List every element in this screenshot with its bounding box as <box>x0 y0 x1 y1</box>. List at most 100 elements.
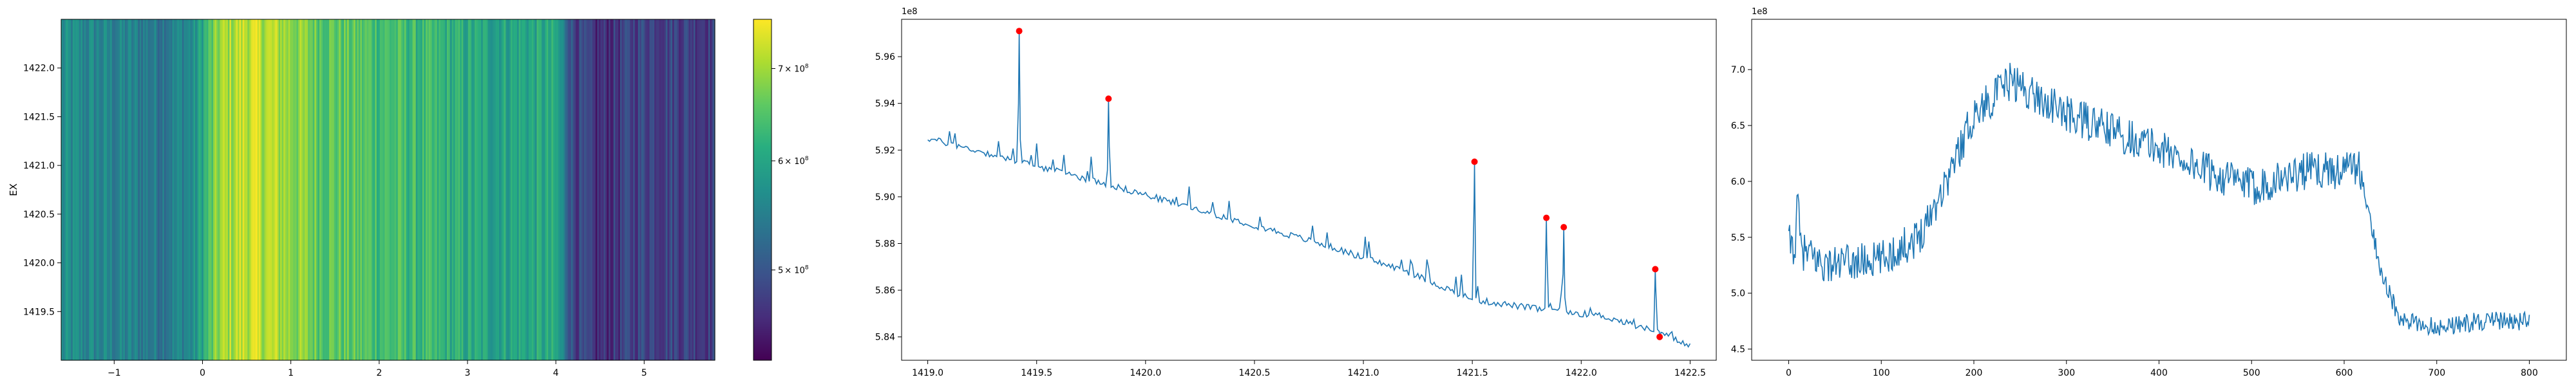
heatmap-column <box>615 19 618 360</box>
heatmap-column <box>404 19 407 360</box>
heatmap-column <box>553 19 555 360</box>
heatmap-column <box>713 19 715 360</box>
heatmap-column <box>652 19 655 360</box>
heatmap-column <box>509 19 511 360</box>
heatmap-column <box>90 19 93 360</box>
series-x-tick-label: 200 <box>1965 368 1983 378</box>
heatmap-column <box>216 19 219 360</box>
heatmap-column <box>499 19 502 360</box>
heatmap-column <box>327 19 330 360</box>
series-x-tick-label: 0 <box>1786 368 1792 378</box>
heatmap-column <box>520 19 523 360</box>
heatmap-column <box>270 19 272 360</box>
heatmap-column <box>238 19 240 360</box>
heatmap-column <box>337 19 339 360</box>
heatmap-column <box>536 19 539 360</box>
heatmap-column <box>182 19 184 360</box>
peaks-x-tick-label: 1419.0 <box>912 368 943 378</box>
peaks-x-tick-label: 1420.5 <box>1238 368 1270 378</box>
colorbar-tick-mantissa: 7 <box>778 65 783 75</box>
heatmap-column <box>668 19 672 360</box>
heatmap-column <box>626 19 629 360</box>
heatmap-column <box>515 19 518 360</box>
heatmap-column <box>72 19 75 360</box>
colorbar-tick-exponent: 8 <box>805 265 809 271</box>
heatmap-column <box>674 19 676 360</box>
heatmap-column <box>492 19 495 360</box>
peaks-x-tick-label: 1422.0 <box>1566 368 1597 378</box>
series-y-tick-label: 6.0 <box>1731 177 1745 187</box>
heatmap-column <box>672 19 675 360</box>
heatmap-column <box>556 19 558 360</box>
heatmap-column <box>463 19 466 360</box>
peaks-y-tick-label: 5.96 <box>875 52 895 62</box>
heatmap-y-ticks: 1419.5 1420.0 1420.5 1421.0 1421.5 1422.0 <box>23 64 61 317</box>
heatmap-column <box>683 19 686 360</box>
heatmap-column <box>558 19 560 360</box>
heatmap-column <box>700 19 703 360</box>
heatmap-column <box>151 19 153 360</box>
peak-marker <box>1543 214 1550 221</box>
heatmap-column <box>245 19 248 360</box>
heatmap-column <box>95 19 98 360</box>
heatmap-column <box>407 19 410 360</box>
heatmap-columns <box>61 19 715 360</box>
heatmap-frame <box>61 19 715 361</box>
heatmap-column <box>607 19 609 360</box>
heatmap-column <box>89 19 91 360</box>
peaks-y-ticks: 5.84 5.86 5.88 5.90 5.92 5.94 5.96 <box>875 52 902 343</box>
heatmap-column <box>111 19 114 360</box>
peaks-x-tick-label: 1419.5 <box>1021 368 1052 378</box>
heatmap-column <box>646 19 649 360</box>
heatmap-column <box>662 19 665 360</box>
heatmap-column <box>293 19 296 360</box>
heatmap-column <box>633 19 636 360</box>
heatmap-column <box>603 19 606 360</box>
heatmap-column <box>275 19 278 360</box>
heatmap-column <box>417 19 420 360</box>
heatmap-column <box>634 19 637 360</box>
peak-markers <box>1016 28 1663 340</box>
heatmap-column <box>589 19 591 360</box>
heatmap-column <box>443 19 446 360</box>
heatmap-column <box>495 19 498 360</box>
heatmap-column <box>370 19 372 360</box>
heatmap-column <box>187 19 189 360</box>
heatmap-column <box>355 19 357 360</box>
colorbar-tick-mantissa: 5 <box>778 266 783 276</box>
peaks-y-tick-label: 5.88 <box>875 239 895 249</box>
heatmap-column <box>453 19 456 360</box>
heatmap-column <box>316 19 318 360</box>
heatmap-column <box>301 19 304 360</box>
heatmap-column <box>174 19 176 360</box>
heatmap-column <box>658 19 660 360</box>
heatmap-column <box>141 19 144 360</box>
heatmap-column <box>500 19 503 360</box>
heatmap-column <box>249 19 251 360</box>
heatmap-column <box>177 19 180 360</box>
heatmap-column <box>488 19 490 360</box>
heatmap-column <box>597 19 600 360</box>
colorbar-tick-base: × 10 <box>784 266 805 276</box>
heatmap-column <box>682 19 685 360</box>
heatmap-column <box>654 19 657 360</box>
heatmap-panel: −1 0 1 2 3 4 5 1419.51420.01420.51421.01421.51… <box>8 19 715 378</box>
heatmap-column <box>77 19 80 360</box>
heatmap-column <box>188 19 191 360</box>
heatmap-column <box>460 19 462 360</box>
heatmap-column <box>448 19 451 360</box>
heatmap-column <box>239 19 242 360</box>
heatmap-column <box>471 19 474 360</box>
heatmap-column <box>360 19 363 360</box>
heatmap-column <box>361 19 365 360</box>
heatmap-column <box>566 19 569 360</box>
heatmap-column <box>309 19 312 360</box>
heatmap-column <box>610 19 612 360</box>
heatmap-column <box>478 19 480 360</box>
heatmap-column <box>311 19 314 360</box>
heatmap-column <box>138 19 140 360</box>
heatmap-column <box>366 19 369 360</box>
heatmap-column <box>110 19 113 360</box>
heatmap-column <box>257 19 260 360</box>
